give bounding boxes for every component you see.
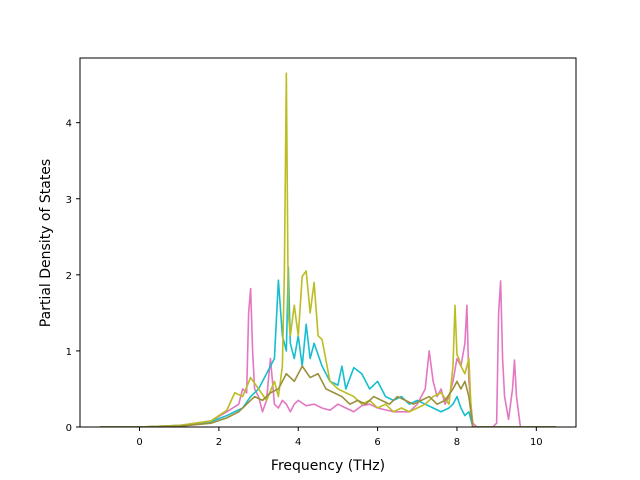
x-tick-label: 0 [136,437,142,448]
plot-frame [79,57,577,428]
y-tick-label: 2 [66,271,72,282]
y-axis-label: Partial Density of States [38,159,54,327]
series-layer [99,72,557,427]
x-tick-label: 8 [454,437,460,448]
y-axis: 0 1 2 3 4 [66,119,80,434]
x-tick-label: 4 [295,437,301,448]
x-tick-label: 2 [216,437,222,448]
series-line-3 [99,72,557,427]
y-tick-label: 3 [66,195,72,206]
y-tick-label: 4 [66,119,72,130]
y-tick-label: 0 [66,423,72,434]
x-axis-label: Frequency (THz) [271,458,385,474]
y-tick-label: 1 [66,347,72,358]
x-tick-label: 6 [374,437,380,448]
x-axis: 0 2 4 6 8 10 [136,427,543,448]
series-line-4 [99,365,557,427]
x-tick-label: 10 [530,437,543,448]
series-line-2 [99,266,557,427]
